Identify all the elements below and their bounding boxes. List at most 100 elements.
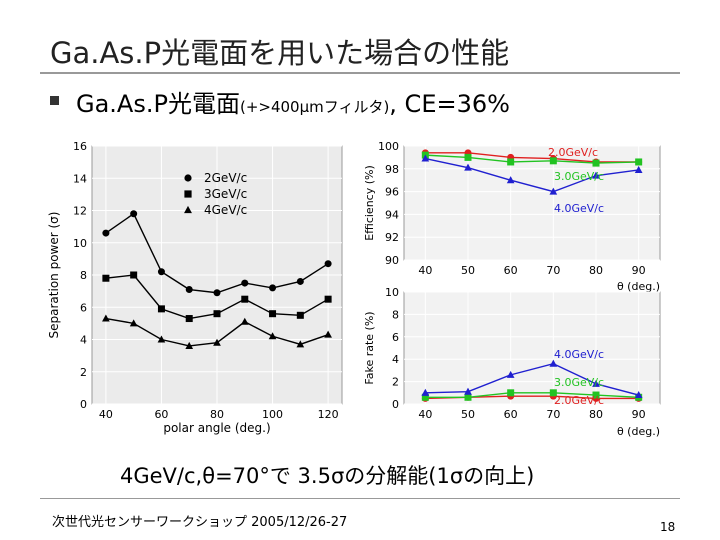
separation-data-point — [185, 315, 193, 323]
slide-title: Ga.As.P光電面を用いた場合の性能 — [50, 36, 510, 70]
separation-ytick-label: 4 — [80, 334, 87, 347]
efficiency-xtick-label: 70 — [546, 264, 560, 277]
efficiency-data-point — [592, 171, 600, 179]
separation-ytick-label: 12 — [73, 205, 87, 218]
fake-rate-series-line — [425, 362, 639, 396]
separation-xtick-label: 120 — [318, 408, 339, 421]
fake-rate-data-point — [634, 391, 643, 399]
footer-text: 次世代光センサーワークショップ 2005/12/26-27 — [52, 515, 348, 530]
separation-ytick-label: 2 — [80, 366, 87, 379]
fake-rate-data-point — [592, 379, 600, 387]
fake-rate-data-point — [464, 393, 472, 401]
separation-data-point — [213, 338, 221, 346]
fake-rate-data-point — [507, 389, 515, 397]
separation-data-point — [269, 284, 277, 292]
separation-data-point — [102, 229, 110, 237]
separation-xlabel: polar angle (deg.) — [163, 421, 270, 435]
resolution-note: 4GeV/c,θ=70°で 3.5σの分解能(1σの向上) — [120, 464, 535, 488]
separation-legend-label: 2GeV/c — [204, 171, 247, 185]
efficiency-data-point — [506, 176, 515, 184]
fake-rate-data-point — [421, 393, 429, 401]
efficiency-series-label: 4.0GeV/c — [554, 202, 604, 215]
separation-data-point — [324, 260, 332, 268]
separation-xtick-label: 100 — [262, 408, 283, 421]
efficiency-series-label: 3.0GeV/c — [554, 170, 604, 183]
fake-rate-series-label: 3.0GeV/c — [554, 376, 604, 389]
efficiency-series-label: 2.0GeV/c — [548, 146, 598, 159]
separation-legend-marker — [184, 174, 192, 182]
efficiency-xtick-label: 60 — [504, 264, 518, 277]
fake-rate-plot-area — [403, 291, 661, 405]
efficiency-ytick-label: 98 — [385, 163, 399, 176]
efficiency-data-point — [464, 163, 472, 171]
separation-data-point — [269, 310, 277, 318]
fake-rate-data-point — [549, 389, 557, 397]
fake-rate-ytick-label: 10 — [385, 286, 399, 299]
bullet-main: Ga.As.P光電面 — [76, 90, 240, 118]
efficiency-ytick-label: 100 — [378, 140, 399, 153]
separation-data-point — [324, 295, 332, 303]
separation-data-point — [157, 268, 165, 276]
efficiency-plot-area — [403, 145, 661, 261]
fake-rate-series-label: 2.0GeV/c — [554, 394, 604, 407]
fake-rate-xtick-label: 60 — [504, 408, 518, 421]
separation-ytick-label: 6 — [80, 301, 87, 314]
efficiency-data-point — [464, 153, 472, 161]
efficiency-xtick-label: 40 — [418, 264, 432, 277]
separation-data-point — [324, 330, 332, 338]
separation-xtick-label: 60 — [154, 408, 168, 421]
fake-rate-ytick-label: 4 — [392, 353, 399, 366]
efficiency-series-line — [425, 152, 639, 163]
fake-rate-ytick-label: 6 — [392, 331, 399, 344]
separation-xtick-label: 80 — [210, 408, 224, 421]
separation-legend-label: 3GeV/c — [204, 187, 247, 201]
separation-xtick-label: 40 — [99, 408, 113, 421]
separation-ytick-label: 14 — [73, 172, 87, 185]
efficiency-data-point — [507, 158, 515, 166]
fake-rate-series-label: 4.0GeV/c — [554, 348, 604, 361]
fake-rate-xtick-label: 80 — [589, 408, 603, 421]
fake-rate-ytick-label: 2 — [392, 376, 399, 389]
fake-rate-xtick-label: 70 — [546, 408, 560, 421]
efficiency-data-point — [549, 157, 557, 165]
efficiency-xtick-label: 90 — [632, 264, 646, 277]
efficiency-data-point — [634, 165, 643, 173]
separation-data-point — [102, 274, 110, 282]
separation-ytick-label: 0 — [80, 398, 87, 411]
fake-rate-data-point — [506, 370, 515, 378]
fake-rate-xlabel: θ (deg.) — [617, 425, 660, 438]
title-underline — [40, 72, 680, 74]
efficiency-series-line — [425, 157, 639, 193]
efficiency-xtick-label: 80 — [589, 264, 603, 277]
separation-data-point — [241, 279, 249, 287]
separation-data-point — [157, 335, 166, 343]
fake-rate-ytick-label: 8 — [392, 308, 399, 321]
bullet-ce: , CE=36% — [389, 90, 510, 118]
separation-ytick-label: 8 — [80, 269, 87, 282]
fake-rate-series-line — [425, 392, 639, 398]
efficiency-ytick-label: 92 — [385, 231, 399, 244]
fake-rate-data-point — [549, 359, 558, 367]
fake-rate-ylabel: Fake rate (%) — [363, 311, 376, 384]
fake-rate-xtick-label: 90 — [632, 408, 646, 421]
efficiency-data-point — [635, 158, 643, 166]
efficiency-xtick-label: 50 — [461, 264, 475, 277]
efficiency-data-point — [549, 187, 558, 195]
fake-rate-data-point — [592, 391, 600, 399]
separation-ytick-label: 10 — [73, 237, 87, 250]
efficiency-data-point — [592, 159, 600, 167]
efficiency-xlabel: θ (deg.) — [617, 280, 660, 293]
separation-data-point — [130, 271, 138, 279]
fake-rate-xtick-label: 50 — [461, 408, 475, 421]
separation-data-point — [130, 210, 138, 218]
separation-legend-marker — [184, 205, 192, 214]
efficiency-series-line — [425, 154, 639, 164]
separation-data-point — [157, 305, 165, 313]
efficiency-ytick-label: 94 — [385, 208, 399, 221]
separation-data-point — [296, 311, 304, 319]
bullet-text: Ga.As.P光電面(+>400µmフィルタ), CE=36% — [76, 84, 510, 119]
bullet-square-icon — [50, 96, 59, 105]
fake-rate-data-point — [421, 388, 430, 396]
